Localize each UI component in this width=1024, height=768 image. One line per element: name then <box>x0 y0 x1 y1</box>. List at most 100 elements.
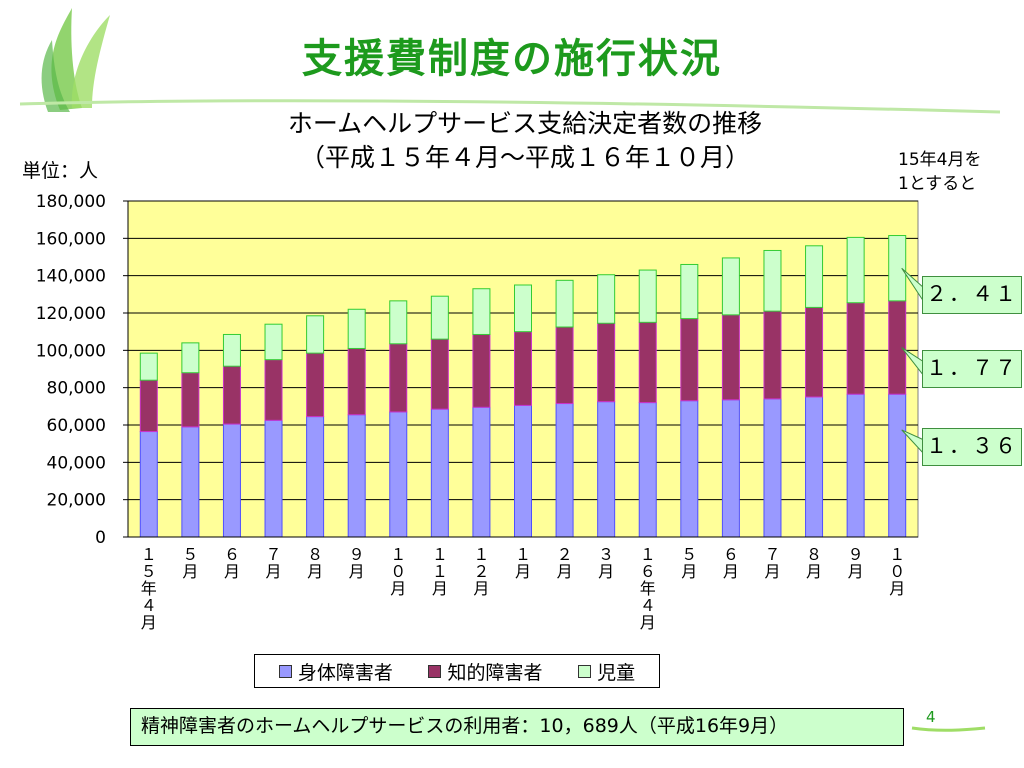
x-tick-label: ９月 <box>848 545 864 581</box>
chart-title-line-2: （平成１５年４月～平成１６年１０月） <box>299 143 750 172</box>
ratio-note: 15年4月を 1とすると <box>898 148 1018 196</box>
legend-item-children: 児童 <box>578 658 635 685</box>
footer-note: 精神障害者のホームヘルプサービスの利用者：10，689人（平成16年9月） <box>130 708 904 746</box>
bar-intellectual <box>805 306 824 398</box>
bar-body <box>430 408 449 538</box>
page-number: 4 <box>926 708 936 726</box>
bar-body <box>680 400 699 538</box>
y-tick-label: 180,000 <box>36 192 106 212</box>
bar-body <box>721 399 740 538</box>
bar-body <box>264 419 283 538</box>
legend-label-children: 児童 <box>597 661 636 684</box>
bar-children <box>680 263 699 320</box>
x-tick-label: １０月 <box>889 545 905 598</box>
bar-intellectual <box>846 302 865 395</box>
bar-children <box>846 236 865 304</box>
x-tick-label: １月 <box>515 545 531 581</box>
legend-item-body: 身体障害者 <box>278 658 393 685</box>
bar-intellectual <box>472 333 491 408</box>
bar-children <box>888 235 907 302</box>
bar-intellectual <box>888 300 907 395</box>
unit-label: 単位：人 <box>22 160 99 182</box>
chart-legend: 身体障害者 知的障害者 児童 <box>254 654 660 688</box>
bar-intellectual <box>306 352 325 418</box>
x-tick-label: ６月 <box>224 545 240 581</box>
ratio-note-line-2: 1とすると <box>898 174 977 194</box>
bar-children <box>763 249 782 312</box>
bar-children <box>430 295 449 340</box>
x-tick-label: ５月 <box>182 545 198 581</box>
x-tick-label: ７月 <box>266 545 282 581</box>
bar-body <box>306 416 325 538</box>
bar-body <box>846 393 865 538</box>
legend-swatch-body <box>278 664 292 678</box>
legend-item-intellectual: 知的障害者 <box>428 658 542 685</box>
bar-children <box>514 284 532 333</box>
bar-intellectual <box>597 322 616 403</box>
y-tick-label: 80,000 <box>47 379 106 399</box>
bar-intellectual <box>555 326 574 405</box>
bar-body <box>888 393 907 538</box>
bar-intellectual <box>264 359 283 421</box>
bar-body <box>763 398 782 538</box>
bar-children <box>139 352 158 381</box>
x-tick-label: ７月 <box>764 545 780 581</box>
x-tick-label: １１月 <box>432 545 448 598</box>
bar-children <box>805 245 824 308</box>
ratio-intellectual: １．７７ <box>922 350 1022 388</box>
bar-children <box>264 323 283 361</box>
y-tick-label: 140,000 <box>36 267 106 287</box>
ratio-note-line-1: 15年4月を <box>898 150 982 170</box>
bar-children <box>347 308 366 349</box>
x-tick-label: ５月 <box>681 545 697 581</box>
y-tick-label: 20,000 <box>47 491 106 511</box>
bar-intellectual <box>222 365 241 425</box>
bar-body <box>514 404 532 538</box>
ratio-body: １．３６ <box>922 428 1022 466</box>
bar-body <box>139 431 158 538</box>
bar-children <box>222 333 241 367</box>
x-tick-label: ３月 <box>598 545 614 581</box>
y-tick-label: 120,000 <box>36 304 106 324</box>
bar-body <box>181 426 200 538</box>
ratio-children: ２．４１ <box>922 276 1022 314</box>
bar-intellectual <box>763 310 782 400</box>
bar-intellectual <box>389 343 408 413</box>
bar-children <box>555 279 574 328</box>
bar-children <box>721 257 740 316</box>
bar-intellectual <box>721 314 740 401</box>
y-tick-label: 0 <box>95 528 106 548</box>
bar-children <box>472 288 491 335</box>
bar-children <box>638 269 657 323</box>
x-tick-label: １５年４月 <box>141 545 157 632</box>
legend-label-intellectual: 知的障害者 <box>447 661 543 684</box>
bar-body <box>638 402 657 538</box>
x-tick-label: １２月 <box>473 545 489 598</box>
legend-swatch-children <box>578 664 592 678</box>
legend-label-body: 身体障害者 <box>297 661 393 684</box>
x-tick-label: １０月 <box>390 545 406 598</box>
bar-intellectual <box>181 372 200 428</box>
x-tick-label: ６月 <box>723 545 739 581</box>
bar-body <box>805 396 824 538</box>
x-tick-label: ２月 <box>557 545 573 581</box>
slide-title: 支援費制度の施行状況 <box>302 36 722 82</box>
x-tick-label: ９月 <box>349 545 365 581</box>
y-tick-label: 60,000 <box>47 416 106 436</box>
bar-body <box>555 403 574 538</box>
y-tick-label: 100,000 <box>36 341 106 361</box>
bar-body <box>389 411 408 538</box>
bar-intellectual <box>347 347 366 416</box>
bar-children <box>597 274 616 324</box>
bar-intellectual <box>139 379 158 433</box>
chart-title-line-1: ホームヘルプサービス支給決定者数の推移 <box>287 109 763 138</box>
y-tick-label: 160,000 <box>36 229 106 249</box>
legend-swatch-intellectual <box>428 664 442 678</box>
bar-intellectual <box>638 321 657 404</box>
bar-intellectual <box>430 338 449 410</box>
y-tick-label: 40,000 <box>47 453 106 473</box>
bar-body <box>597 401 616 538</box>
bar-children <box>306 315 325 354</box>
